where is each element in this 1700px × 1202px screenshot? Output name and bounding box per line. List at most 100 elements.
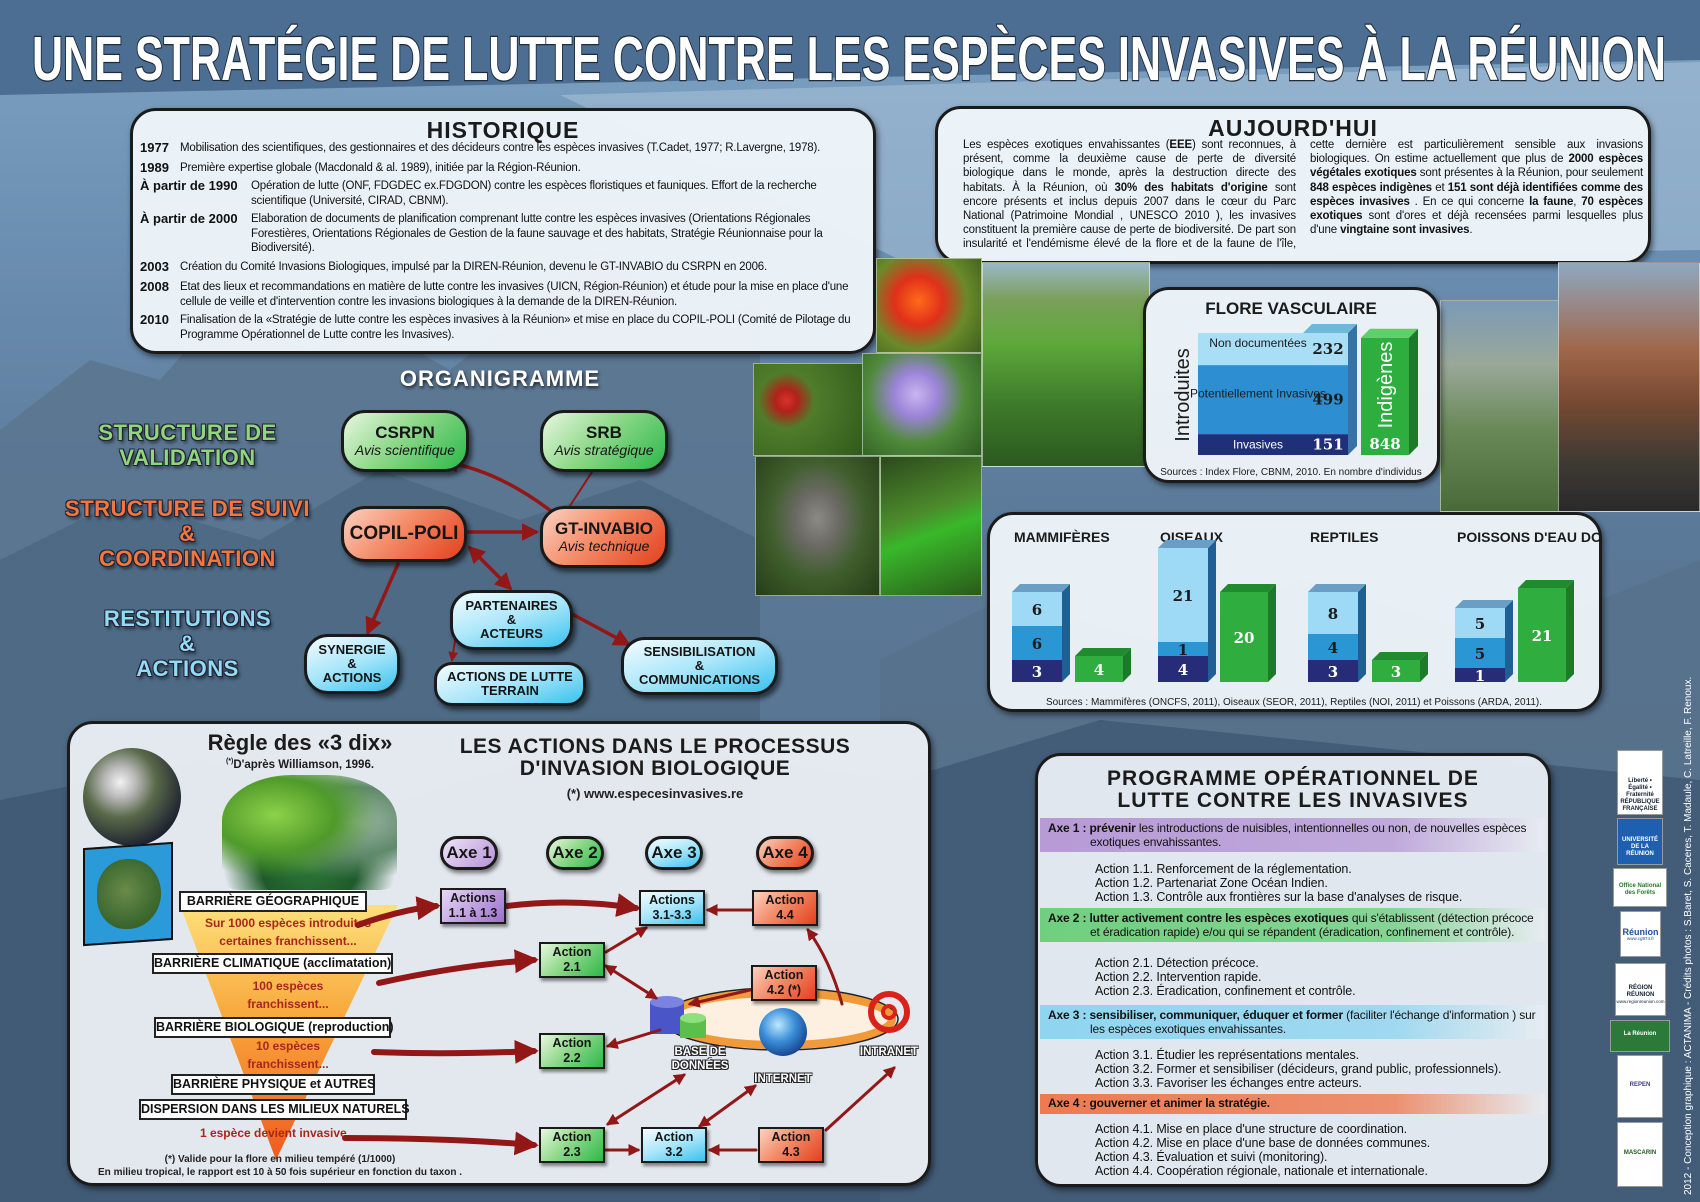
node-line: & — [347, 655, 357, 671]
indigenes-bar-side — [1409, 328, 1418, 455]
flore-segment-1 — [1198, 365, 1348, 435]
logo-mascarin[interactable]: MASCARIN — [1617, 1122, 1663, 1187]
faune-stack-segment — [1012, 626, 1062, 660]
photo-water-hyacinth — [862, 353, 982, 456]
node-line: TERRAIN — [481, 683, 539, 698]
text-segment: et — [1431, 181, 1448, 194]
processus-url[interactable]: (*) www.especesinvasives.re — [566, 786, 744, 801]
node-synergie[interactable]: SYNERGIE & ACTIONS — [304, 634, 400, 694]
faune-stack-value: 1 — [1475, 667, 1485, 685]
logo-region-reunion[interactable]: RÉGION RÉUNION www.regionreunion.com — [1615, 963, 1666, 1016]
faune-stack-value: 3 — [1032, 663, 1042, 681]
logo-prefet-reunion[interactable]: Liberté • Égalité • Fraternité RÉPUBLIQU… — [1617, 750, 1663, 815]
processus-title-line: D'INVASION BIOLOGIQUE — [519, 757, 791, 780]
text-segment: sont encore présents et inclus depuis 20… — [963, 139, 1643, 251]
flore-source: Sources : Index Flore, CBNM, 2010. En no… — [1160, 467, 1421, 478]
historique-year: 1989 — [140, 160, 169, 175]
faune-stack-value: 6 — [1032, 635, 1042, 653]
axe-label: Axe 4 : — [1048, 1096, 1087, 1110]
axe-1-pill[interactable]: Axe 1 — [440, 836, 498, 870]
node-sensibilisation[interactable]: SENSIBILISATION & COMMUNICATIONS — [621, 637, 778, 695]
action-box-2-1[interactable]: Action 2.1 — [539, 942, 605, 978]
barrier-climatique: BARRIÈRE CLIMATIQUE (acclimatation) — [152, 953, 393, 974]
axe-2-pill[interactable]: Axe 2 — [546, 836, 604, 870]
flore-bar-top — [1303, 324, 1357, 333]
historique-text: Mobilisation des scientifiques, des gest… — [180, 142, 821, 154]
node-line: ACTIONS — [322, 670, 382, 686]
axe-lead: gouverner et animer la stratégie. — [1089, 1096, 1271, 1110]
organigramme-title: ORGANIGRAMME — [399, 366, 601, 391]
processus-title-line: LES ACTIONS DANS LE PROCESSUS — [459, 735, 851, 758]
photo-green-gecko — [880, 456, 982, 596]
faune-stack-top — [1455, 600, 1513, 608]
logo-subtext: www.regionreunion.com — [1616, 998, 1665, 1004]
programme-action: Action 1.3. Contrôle aux frontières sur … — [1095, 890, 1463, 904]
action-box-3-2[interactable]: Action 3.2 — [641, 1127, 707, 1163]
logo-text: Office National des Forêts — [1618, 882, 1662, 896]
historique-text: Finalisation de la «Stratégie de lutte c… — [180, 314, 851, 341]
arrow-copil-partenaires — [467, 545, 513, 591]
axe-4-description: Axe 4 : gouverner et animer la stratégie… — [1048, 1096, 1543, 1110]
action-box-2-3[interactable]: Action 2.3 — [539, 1127, 605, 1163]
action-box-1[interactable]: Actions 1.1 à 1.3 — [440, 888, 506, 924]
node-copil-poli[interactable]: COPIL-POLI — [341, 506, 467, 562]
axe-3-description: Axe 3 : sensibiliser, communiquer, éduqu… — [1048, 1008, 1543, 1036]
faune-green-top — [1075, 648, 1131, 656]
footnote-line: En milieu tropical, le rapport est 10 à … — [98, 1166, 462, 1178]
node-gt-invabio[interactable]: GT-INVABIO Avis technique — [540, 506, 668, 568]
level-validation: STRUCTURE DE VALIDATION — [60, 420, 315, 470]
faune-green-side — [1420, 652, 1428, 682]
node-actions-lutte[interactable]: ACTIONS DE LUTTE TERRAIN — [434, 662, 586, 706]
action-box-4-2[interactable]: Action 4.2 (*) — [751, 965, 817, 1001]
axe-4-pill[interactable]: Axe 4 — [756, 836, 814, 870]
tropical-forest-image — [222, 775, 397, 890]
faune-stack-segment — [1455, 668, 1505, 682]
logo-text: MASCARIN — [1623, 1149, 1657, 1156]
action-arrows — [504, 893, 896, 1156]
faune-stack-value: 4 — [1178, 661, 1188, 679]
historique-year: À partir de 2000 — [140, 211, 238, 226]
step-1-line-2: certaines franchissent... — [219, 934, 357, 948]
flore-chart: FLORE VASCULAIRE Invasives 151 Potentiellem… — [1160, 299, 1421, 478]
faune-category-label: POISSONS D'EAU DOUCE EAU — [1457, 529, 1602, 545]
action-box-2-2[interactable]: Action 2.2 — [539, 1033, 605, 1069]
programme-action: Action 4.4. Coopération régionale, natio… — [1095, 1164, 1428, 1178]
faune-stack-segment — [1308, 634, 1358, 660]
logo-conseil-general[interactable]: Réunion www.cg974.fr — [1620, 911, 1661, 957]
action-label: Action — [552, 1036, 592, 1050]
intranet-label: INTRANET — [859, 1046, 919, 1058]
step-2-line-2: franchissent... — [247, 997, 329, 1011]
programme-action: Action 1.2. Partenariat Zone Océan Indie… — [1095, 876, 1328, 890]
node-role: Avis stratégique — [554, 441, 654, 458]
funnel-arrows — [342, 896, 539, 1156]
level-label: ACTIONS — [136, 656, 239, 681]
historique-text: Première expertise globale (Macdonald & … — [180, 162, 581, 174]
faune-chart: MAMMIFÈRES3664OISEAUX412120REPTILES3483P… — [1012, 529, 1602, 708]
programme-action: Action 4.2. Mise en place d'une base de … — [1095, 1136, 1431, 1150]
logo-universite-reunion[interactable]: UNIVERSITÉ DE LA RÉUNION — [1617, 818, 1663, 865]
logo-repen[interactable]: REPEN — [1617, 1055, 1663, 1118]
faune-stack-segment — [1158, 548, 1208, 642]
action-box-3[interactable]: Actions 3.1-3.3 — [639, 890, 705, 926]
highlight-text: EEE — [1169, 139, 1192, 151]
action-box-4-4[interactable]: Action 4.4 — [752, 890, 818, 926]
node-srb[interactable]: SRB Avis stratégique — [540, 410, 668, 472]
logo-onf[interactable]: Office National des Forêts — [1613, 868, 1667, 907]
highlight-text: la faune — [1529, 195, 1574, 208]
introduites-label: Introduites — [1172, 348, 1194, 441]
barrier-dispersion: DISPERSION DANS LES MILIEUX NATURELS — [139, 1099, 410, 1120]
label-line: BASE DE — [674, 1046, 726, 1058]
faune-stack-side — [1358, 584, 1366, 682]
action-number: 2.2 — [563, 1051, 581, 1065]
faune-green-bar — [1220, 592, 1268, 682]
aujourdhui-panel: AUJOURD'HUI — [935, 106, 1651, 264]
faune-green-top — [1220, 584, 1276, 592]
logo-text: RÉGION RÉUNION — [1626, 984, 1655, 998]
logo-parc-national[interactable]: La Réunion — [1610, 1020, 1670, 1052]
arrow-partenaires-to-sensibilisation — [570, 612, 632, 646]
action-box-4-3[interactable]: Action 4.3 — [758, 1127, 824, 1163]
node-partenaires[interactable]: PARTENAIRES & ACTEURS — [450, 590, 573, 650]
axe-3-pill[interactable]: Axe 3 — [645, 836, 703, 870]
node-csrpn[interactable]: CSRPN Avis scientifique — [341, 410, 469, 472]
